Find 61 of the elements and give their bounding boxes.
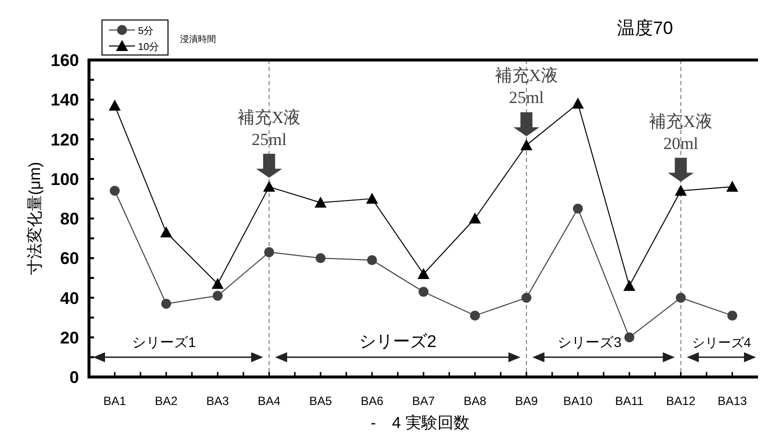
y-tick-label: 40 xyxy=(60,288,79,308)
point xyxy=(212,290,223,301)
point xyxy=(470,310,480,321)
point xyxy=(316,253,326,264)
point xyxy=(108,100,121,111)
x-axis-title: - 4 実験回数 xyxy=(370,414,470,432)
x-tick-label: BA7 xyxy=(412,394,436,408)
point xyxy=(418,286,428,297)
y-tick-label: 60 xyxy=(60,249,79,268)
point xyxy=(366,192,378,204)
point xyxy=(263,180,276,192)
y-tick-label: 100 xyxy=(50,170,79,189)
point xyxy=(674,184,687,196)
point xyxy=(212,278,224,289)
y-tick-label: 0 xyxy=(70,368,79,387)
point xyxy=(726,180,738,192)
x-tick-label: BA2 xyxy=(154,394,178,408)
point xyxy=(521,292,532,303)
x-tick-label: BA1 xyxy=(103,394,126,408)
y-tick-label: 80 xyxy=(60,210,79,228)
ref-line-label: 補充X液 25ml xyxy=(494,66,558,108)
x-tick-label: BA9 xyxy=(515,394,538,408)
y-tick-label: 20 xyxy=(60,328,79,348)
x-tick-label: BA4 xyxy=(258,394,281,408)
point xyxy=(161,298,172,309)
legend-title: 浸漬時間 xyxy=(180,34,216,44)
point xyxy=(623,280,636,291)
point xyxy=(367,255,378,266)
annotation: シリーズ1 xyxy=(132,334,196,350)
point xyxy=(314,196,327,208)
x-tick-label: BA11 xyxy=(615,394,644,408)
chart-title: 温度70 xyxy=(616,18,674,38)
point xyxy=(727,310,738,321)
x-tick-label: BA12 xyxy=(666,394,696,408)
y-tick-label: 120 xyxy=(50,130,79,150)
y-axis-title: 寸法変化量(μm) xyxy=(26,162,44,276)
point xyxy=(264,247,274,258)
annotation: シリーズ2 xyxy=(359,332,437,352)
point xyxy=(624,332,634,342)
ref-line-label: 補充X液 25ml xyxy=(237,108,301,149)
point xyxy=(418,268,430,279)
ref-line-label: 補充X液 20ml xyxy=(649,112,712,153)
point xyxy=(520,139,532,150)
y-tick-label: 160 xyxy=(50,51,79,70)
annotation: シリーズ3 xyxy=(558,334,622,350)
annotation: シリーズ4 xyxy=(692,335,752,350)
x-tick-label: BA8 xyxy=(464,394,487,408)
point xyxy=(572,98,584,109)
y-tick-label: 140 xyxy=(50,90,79,110)
point xyxy=(160,226,172,238)
point xyxy=(110,186,120,196)
legend-label: 10分 xyxy=(138,41,160,53)
legend-label: 5分 xyxy=(138,25,154,37)
point xyxy=(468,212,481,224)
x-tick-label: BA10 xyxy=(563,394,593,408)
point xyxy=(676,292,686,303)
x-tick-label: BA3 xyxy=(206,394,230,408)
x-tick-label: BA13 xyxy=(718,394,748,408)
x-tick-label: BA6 xyxy=(360,394,384,408)
point xyxy=(572,204,583,214)
x-tick-label: BA5 xyxy=(309,394,332,408)
